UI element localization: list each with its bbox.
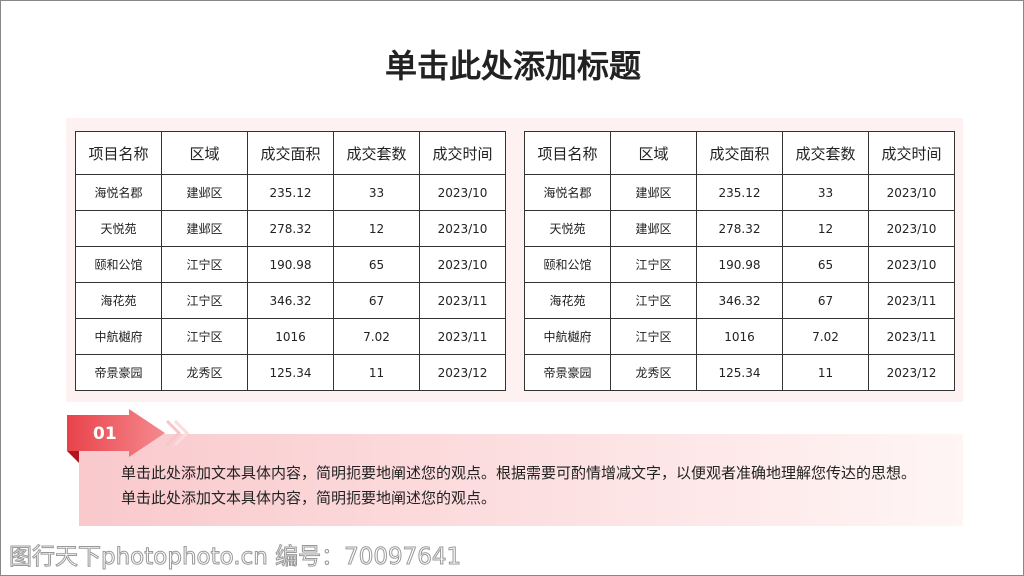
- table-cell: 2023/10: [419, 174, 506, 211]
- header-row: 项目名称 区域 成交面积 成交套数 成交时间: [75, 131, 506, 175]
- table-cell: 235.12: [696, 174, 783, 211]
- table-row: 中航樾府 江宁区 1016 7.02 2023/11: [524, 318, 955, 355]
- page-title: 单击此处添加标题: [384, 47, 641, 85]
- column-header: 成交套数: [782, 131, 869, 175]
- table-cell: 1016: [247, 318, 334, 355]
- table-cell: 颐和公馆: [75, 246, 162, 283]
- table-cell: 中航樾府: [524, 318, 611, 355]
- table-cell: 11: [333, 354, 420, 391]
- table-cell: 江宁区: [161, 282, 248, 319]
- table-cell: 33: [333, 174, 420, 211]
- table-cell: 龙秀区: [161, 354, 248, 391]
- header-row: 项目名称 区域 成交面积 成交套数 成交时间: [524, 131, 955, 175]
- table-cell: 235.12: [247, 174, 334, 211]
- point-number: 01: [93, 424, 117, 444]
- table-cell: 江宁区: [161, 318, 248, 355]
- table-cell: 65: [782, 246, 869, 283]
- point-text: 单击此处添加文本具体内容，简明扼要地阐述您的观点。根据需要可酌情增减文字，以便观…: [121, 464, 917, 507]
- table-cell: 龙秀区: [610, 354, 697, 391]
- column-header: 成交套数: [333, 131, 420, 175]
- table-row: 天悦苑 建邺区 278.32 12 2023/10: [524, 210, 955, 247]
- column-header: 区域: [161, 131, 248, 175]
- column-header: 成交时间: [419, 131, 506, 175]
- table-cell: 346.32: [247, 282, 334, 319]
- column-header: 项目名称: [75, 131, 162, 175]
- table-cell: 天悦苑: [524, 210, 611, 247]
- table-cell: 海花苑: [75, 282, 162, 319]
- watermark: 图行天下photophoto.cn 编号：70097641: [8, 544, 462, 571]
- table-cell: 江宁区: [610, 318, 697, 355]
- data-table-right: 项目名称 区域 成交面积 成交套数 成交时间 海悦名郡 建邺区 235.12 33 2023/10…: [524, 131, 955, 391]
- table-row: 海悦名郡 建邺区 235.12 33 2023/10: [75, 174, 506, 211]
- table-cell: 7.02: [782, 318, 869, 355]
- column-header: 成交面积: [696, 131, 783, 175]
- table-cell: 1016: [696, 318, 783, 355]
- table-cell: 江宁区: [161, 246, 248, 283]
- column-header: 区域: [610, 131, 697, 175]
- table-cell: 2023/11: [419, 282, 506, 319]
- table-cell: 天悦苑: [75, 210, 162, 247]
- table-row: 海花苑 江宁区 346.32 67 2023/11: [524, 282, 955, 319]
- table-cell: 2023/10: [868, 246, 955, 283]
- table-cell: 67: [782, 282, 869, 319]
- table-cell: 190.98: [247, 246, 334, 283]
- table-cell: 278.32: [696, 210, 783, 247]
- table-cell: 建邺区: [610, 174, 697, 211]
- table-cell: 建邺区: [610, 210, 697, 247]
- table-cell: 帝景豪园: [75, 354, 162, 391]
- table-cell: 65: [333, 246, 420, 283]
- text-box: [79, 434, 963, 526]
- table-row: 海花苑 江宁区 346.32 67 2023/11: [75, 282, 506, 319]
- table-cell: 2023/12: [419, 354, 506, 391]
- table-cell: 2023/11: [419, 318, 506, 355]
- data-table-left: 项目名称 区域 成交面积 成交套数 成交时间 海悦名郡 建邺区 235.12 33 2023/10…: [75, 131, 506, 391]
- table-cell: 江宁区: [610, 282, 697, 319]
- table-cell: 346.32: [696, 282, 783, 319]
- table-cell: 2023/12: [868, 354, 955, 391]
- table-cell: 中航樾府: [75, 318, 162, 355]
- table-cell: 2023/10: [868, 210, 955, 247]
- table-cell: 颐和公馆: [524, 246, 611, 283]
- table-cell: 帝景豪园: [524, 354, 611, 391]
- table-row: 天悦苑 建邺区 278.32 12 2023/10: [75, 210, 506, 247]
- column-header: 成交面积: [247, 131, 334, 175]
- table-row: 颐和公馆 江宁区 190.98 65 2023/10: [75, 246, 506, 283]
- table-cell: 67: [333, 282, 420, 319]
- table-row: 中航樾府 江宁区 1016 7.02 2023/11: [75, 318, 506, 355]
- table-cell: 建邺区: [161, 174, 248, 211]
- column-header: 项目名称: [524, 131, 611, 175]
- table-cell: 江宁区: [610, 246, 697, 283]
- table-row: 颐和公馆 江宁区 190.98 65 2023/10: [524, 246, 955, 283]
- table-cell: 2023/10: [419, 246, 506, 283]
- table-cell: 2023/11: [868, 318, 955, 355]
- table-cell: 12: [782, 210, 869, 247]
- table-cell: 33: [782, 174, 869, 211]
- table-cell: 190.98: [696, 246, 783, 283]
- table-cell: 125.34: [696, 354, 783, 391]
- arrow-badge-icon: [67, 409, 190, 463]
- table-cell: 海悦名郡: [524, 174, 611, 211]
- table-cell: 海花苑: [524, 282, 611, 319]
- table-cell: 278.32: [247, 210, 334, 247]
- table-cell: 11: [782, 354, 869, 391]
- column-header: 成交时间: [868, 131, 955, 175]
- table-row: 帝景豪园 龙秀区 125.34 11 2023/12: [75, 354, 506, 391]
- table-cell: 海悦名郡: [75, 174, 162, 211]
- table-row: 海悦名郡 建邺区 235.12 33 2023/10: [524, 174, 955, 211]
- table-row: 帝景豪园 龙秀区 125.34 11 2023/12: [524, 354, 955, 391]
- table-cell: 12: [333, 210, 420, 247]
- table-cell: 2023/10: [419, 210, 506, 247]
- table-cell: 建邺区: [161, 210, 248, 247]
- table-cell: 2023/11: [868, 282, 955, 319]
- table-cell: 2023/10: [868, 174, 955, 211]
- table-cell: 125.34: [247, 354, 334, 391]
- table-cell: 7.02: [333, 318, 420, 355]
